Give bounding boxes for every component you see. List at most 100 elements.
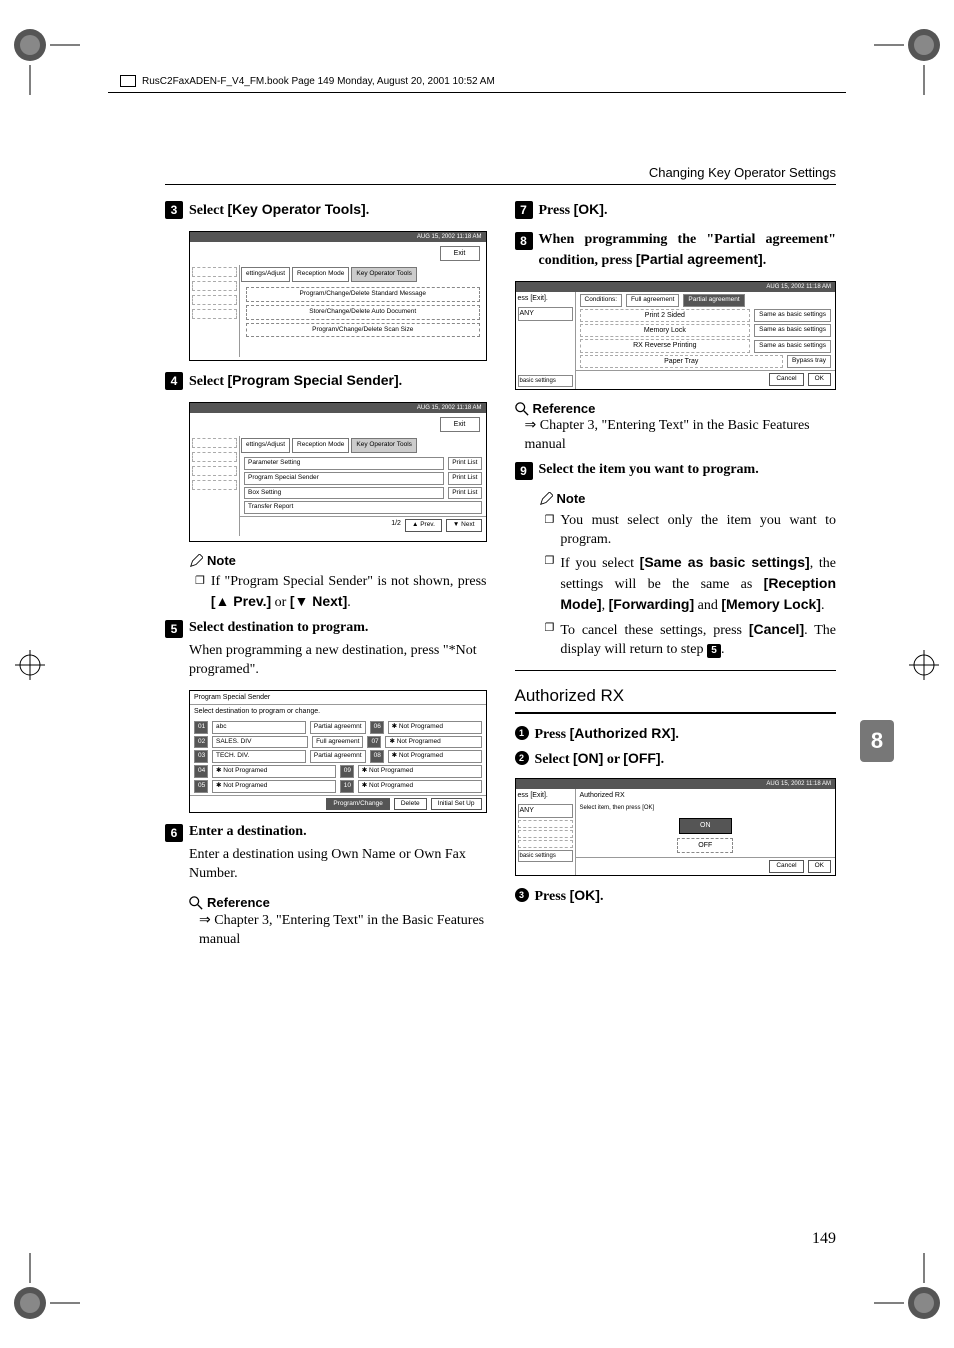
step-num-icon: 6 bbox=[165, 824, 183, 842]
registration-mark-left bbox=[15, 650, 45, 680]
note9a: You must select only the item you want t… bbox=[560, 512, 836, 550]
pencil-icon bbox=[539, 492, 553, 506]
row-print[interactable]: Print List bbox=[448, 457, 481, 470]
step-9: 9 Select the item you want to program. bbox=[515, 461, 837, 480]
shot8-basic[interactable]: basic settings bbox=[518, 375, 573, 387]
program-change-button[interactable]: Program/Change bbox=[326, 798, 390, 811]
substep-3: 3 Press [OK]. bbox=[515, 886, 837, 907]
step9-head: Select the item you want to program. bbox=[539, 461, 837, 480]
shotA-any: ANY bbox=[518, 804, 573, 817]
substep-num-icon: 2 bbox=[515, 751, 529, 765]
exit-button[interactable]: Exit bbox=[440, 246, 480, 261]
substep-2: 2 Select [ON] or [OFF]. bbox=[515, 749, 837, 770]
tab-key-operator[interactable]: Key Operator Tools bbox=[351, 267, 417, 282]
tab-settings[interactable]: ettings/Adjust bbox=[241, 267, 290, 282]
bullet-icon: ❐ bbox=[545, 620, 555, 660]
reference-block: Reference ⇒ Chapter 3, "Entering Text" i… bbox=[189, 894, 487, 949]
subsection-rule bbox=[515, 712, 837, 714]
substep-num-icon: 1 bbox=[515, 726, 529, 740]
delete-button[interactable]: Delete bbox=[394, 798, 427, 811]
step-num-icon: 8 bbox=[515, 232, 533, 250]
step-5: 5 Select destination to program. When pr… bbox=[165, 619, 487, 680]
pencil-icon bbox=[189, 554, 203, 568]
ok-button[interactable]: OK bbox=[808, 373, 831, 386]
on-button[interactable]: ON bbox=[679, 818, 732, 833]
step4-text-c: . bbox=[399, 374, 403, 389]
crop-mark-tl bbox=[10, 25, 80, 95]
item-std-message[interactable]: Program/Change/Delete Standard Message bbox=[246, 287, 480, 302]
partial-agreement-button[interactable]: Partial agreement bbox=[683, 294, 744, 307]
note-block: Note ❐ You must select only the item you… bbox=[539, 490, 837, 660]
shot-timestamp: AUG 15, 2002 11:18 AM bbox=[766, 780, 831, 788]
note-title: Note bbox=[207, 552, 236, 570]
shot-timestamp: AUG 15, 2002 11:18 AM bbox=[417, 233, 482, 241]
crop-mark-bl bbox=[10, 1253, 80, 1323]
shot8-exit: ess [Exit]. bbox=[516, 292, 575, 305]
tab-key-operator[interactable]: Key Operator Tools bbox=[351, 438, 417, 453]
shotA-title: Authorized RX bbox=[576, 789, 836, 802]
shot-timestamp: AUG 15, 2002 11:18 AM bbox=[766, 283, 831, 291]
running-head-text: RusC2FaxADEN-F_V4_FM.book Page 149 Monda… bbox=[142, 76, 495, 87]
crop-mark-br bbox=[874, 1253, 944, 1323]
ref-title: Reference bbox=[207, 894, 270, 912]
tab-reception[interactable]: Reception Mode bbox=[292, 267, 349, 282]
step-4: 4 Select [Program Special Sender]. bbox=[165, 371, 487, 392]
step-num-icon: 3 bbox=[165, 201, 183, 219]
row-transfer[interactable]: Transfer Report bbox=[244, 501, 482, 514]
ref-title: Reference bbox=[533, 400, 596, 418]
step-num-icon: 7 bbox=[515, 201, 533, 219]
step-8: 8 When programming the "Partial agreemen… bbox=[515, 231, 837, 271]
section-title: Changing Key Operator Settings bbox=[649, 165, 836, 180]
ref-text: ⇒ Chapter 3, "Entering Text" in the Basi… bbox=[525, 417, 837, 455]
shotA-subtitle: Select item, then press [OK] bbox=[576, 802, 836, 814]
section-rule bbox=[165, 184, 836, 185]
ok-button[interactable]: OK bbox=[808, 860, 831, 873]
tab-settings[interactable]: ettings/Adjust bbox=[241, 438, 290, 453]
step4-text-a: Select bbox=[189, 374, 227, 389]
book-icon bbox=[120, 75, 136, 87]
item-scan-size[interactable]: Program/Change/Delete Scan Size bbox=[246, 323, 480, 338]
page-number: 149 bbox=[812, 1230, 836, 1248]
shot8-any: ANY bbox=[518, 307, 573, 320]
note9b: If you select [Same as basic settings], … bbox=[560, 553, 836, 616]
cancel-button[interactable]: Cancel bbox=[769, 373, 803, 386]
screenshot-destination-list: Program Special Sender Select destinatio… bbox=[189, 690, 487, 813]
step-3: 3 Select [Key Operator Tools]. bbox=[165, 200, 487, 221]
divider bbox=[515, 670, 837, 671]
cancel-button[interactable]: Cancel bbox=[769, 860, 803, 873]
chapter-tab: 8 bbox=[860, 720, 894, 762]
top-rule bbox=[108, 92, 846, 93]
row-print[interactable]: Print List bbox=[448, 472, 481, 485]
exit-button[interactable]: Exit bbox=[440, 417, 480, 432]
step-ref-icon: 5 bbox=[707, 644, 721, 658]
shotA-exit: ess [Exit]. bbox=[516, 789, 575, 802]
item-auto-document[interactable]: Store/Change/Delete Auto Document bbox=[246, 305, 480, 320]
page-indicator: 1/2 bbox=[391, 519, 401, 532]
tab-reception[interactable]: Reception Mode bbox=[292, 438, 349, 453]
registration-mark-right bbox=[909, 650, 939, 680]
magnifier-icon bbox=[515, 402, 529, 416]
subsection-title: Authorized RX bbox=[515, 685, 837, 708]
bullet-icon: ❐ bbox=[545, 553, 555, 616]
note9c: To cancel these settings, press [Cancel]… bbox=[560, 620, 836, 660]
row-print[interactable]: Print List bbox=[448, 487, 481, 500]
shot5-subtitle: Select destination to program or change. bbox=[190, 705, 486, 718]
prev-button[interactable]: ▲ Prev. bbox=[405, 519, 442, 532]
bullet-icon: ❐ bbox=[195, 573, 205, 613]
next-button[interactable]: ▼ Next bbox=[446, 519, 482, 532]
step3-text-b: [Key Operator Tools] bbox=[227, 201, 365, 217]
row-param[interactable]: Parameter Setting bbox=[244, 457, 444, 470]
substep-num-icon: 3 bbox=[515, 888, 529, 902]
full-agreement-button[interactable]: Full agreement bbox=[626, 294, 679, 307]
step5-body: When programming a new destination, pres… bbox=[189, 642, 487, 680]
row-pss[interactable]: Program Special Sender bbox=[244, 472, 444, 485]
step6-head: Enter a destination. bbox=[189, 823, 487, 842]
screenshot-program-special-sender: AUG 15, 2002 11:18 AM Exit ettings/Adjus… bbox=[189, 402, 487, 542]
off-button[interactable]: OFF bbox=[677, 838, 733, 853]
initial-setup-button[interactable]: Initial Set Up bbox=[431, 798, 482, 811]
crop-mark-tr bbox=[874, 25, 944, 95]
step-num-icon: 5 bbox=[165, 620, 183, 638]
step4-text-b: [Program Special Sender] bbox=[227, 372, 398, 388]
row-box[interactable]: Box Setting bbox=[244, 487, 444, 500]
shotA-basic[interactable]: basic settings bbox=[518, 850, 573, 862]
